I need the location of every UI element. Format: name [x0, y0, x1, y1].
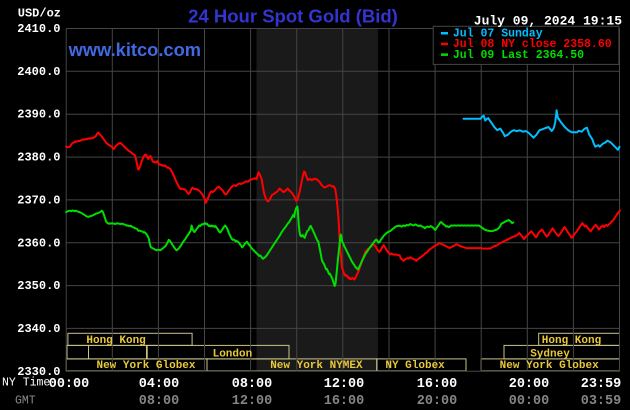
svg-text:20:00: 20:00: [509, 377, 550, 392]
svg-text:08:00: 08:00: [139, 394, 180, 409]
svg-text:Jul 08 NY close 2358.60: Jul 08 NY close 2358.60: [453, 38, 612, 51]
svg-text:08:00: 08:00: [232, 377, 273, 392]
svg-text:2350.0: 2350.0: [17, 279, 60, 293]
svg-text:Jul 09 Last 2364.50: Jul 09 Last 2364.50: [453, 49, 584, 62]
svg-text:2390.0: 2390.0: [17, 108, 60, 122]
svg-text:00:00: 00:00: [49, 377, 90, 392]
svg-text:NY Time: NY Time: [2, 377, 50, 390]
svg-text:2330.0: 2330.0: [17, 365, 60, 379]
svg-text:16:00: 16:00: [417, 377, 458, 392]
svg-text:www.kitco.com: www.kitco.com: [68, 39, 201, 60]
svg-text:16:00: 16:00: [324, 394, 365, 409]
svg-text:2400.0: 2400.0: [17, 65, 60, 79]
svg-text:Sydney: Sydney: [530, 348, 570, 360]
svg-text:12:00: 12:00: [324, 377, 365, 392]
svg-text:New York NYMEX: New York NYMEX: [270, 360, 363, 372]
svg-text:USD/oz: USD/oz: [18, 7, 61, 21]
svg-text:Jul 07 Sunday: Jul 07 Sunday: [453, 28, 543, 41]
svg-text:2380.0: 2380.0: [17, 151, 60, 165]
svg-text:2410.0: 2410.0: [17, 22, 60, 36]
svg-text:2360.0: 2360.0: [17, 236, 60, 250]
svg-text:July 09, 2024 19:15: July 09, 2024 19:15: [474, 14, 622, 29]
svg-text:04:00: 04:00: [139, 377, 180, 392]
svg-text:2370.0: 2370.0: [17, 193, 60, 207]
svg-text:2340.0: 2340.0: [17, 322, 60, 336]
svg-text:12:00: 12:00: [232, 394, 273, 409]
svg-text:20:00: 20:00: [417, 394, 458, 409]
svg-text:NY Globex: NY Globex: [385, 360, 445, 372]
svg-text:New York Globex: New York Globex: [500, 360, 599, 372]
svg-text:23:59: 23:59: [581, 377, 622, 392]
svg-text:London: London: [213, 348, 253, 360]
svg-text:GMT: GMT: [15, 395, 36, 408]
svg-text:00:00: 00:00: [509, 394, 550, 409]
svg-text:Hong Kong: Hong Kong: [86, 335, 145, 347]
svg-text:Hong Kong: Hong Kong: [542, 335, 601, 347]
svg-text:New York Globex: New York Globex: [96, 360, 195, 372]
svg-text:03:59: 03:59: [581, 394, 622, 409]
svg-text:24 Hour Spot Gold (Bid): 24 Hour Spot Gold (Bid): [188, 6, 398, 27]
